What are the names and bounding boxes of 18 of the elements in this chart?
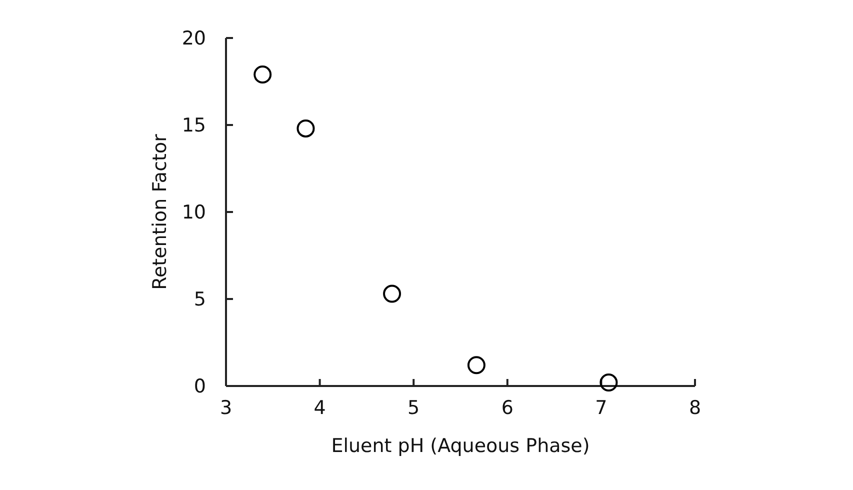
point — [600, 374, 618, 392]
x-tick-label: 7 — [595, 397, 608, 419]
point — [467, 356, 486, 374]
x-tick-label: 4 — [314, 397, 326, 419]
point — [383, 284, 402, 303]
y-tick-label: 10 — [182, 202, 206, 224]
x-tick-label: 8 — [688, 397, 702, 419]
x-tick-label: 6 — [501, 397, 514, 419]
x-axis-title: Eluent pH (Aqueous Phase) — [331, 435, 590, 457]
y-axis-title: Retention Factor — [149, 134, 171, 290]
y-tick-label: 20 — [182, 28, 206, 50]
x-tick-label: 3 — [220, 397, 232, 419]
point — [296, 119, 315, 138]
y-tick-label: 0 — [194, 376, 206, 398]
x-tick-label: 5 — [408, 397, 420, 419]
point — [254, 66, 272, 84]
y-tick-label: 15 — [182, 114, 206, 137]
y-tick-label: 5 — [194, 288, 206, 311]
